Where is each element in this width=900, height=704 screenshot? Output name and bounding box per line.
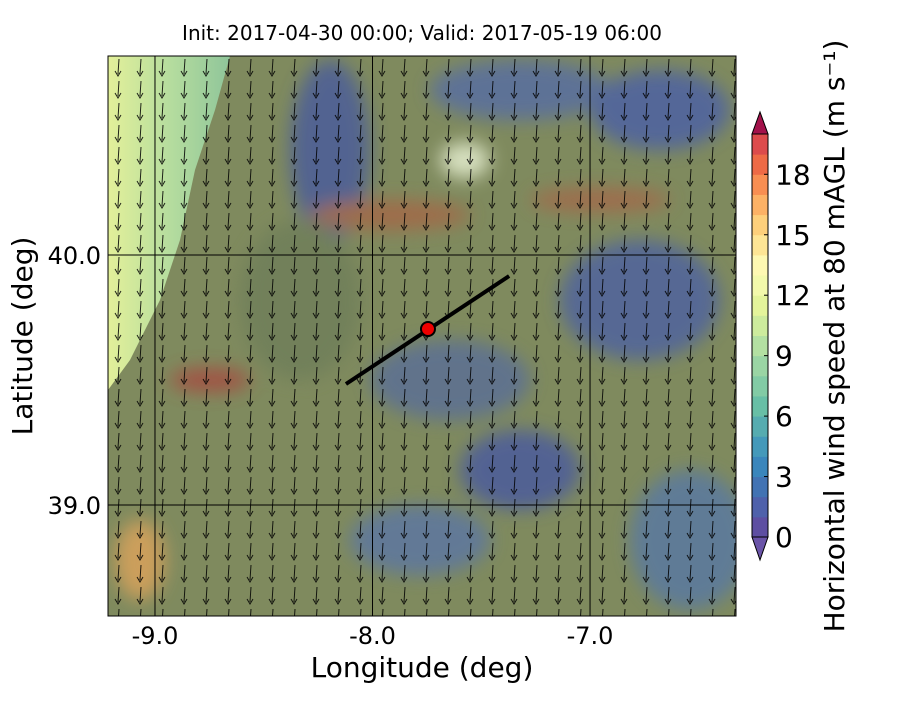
colorbar-tick-label: 3 <box>775 461 793 494</box>
colorbar-band <box>752 456 768 478</box>
colorbar-band <box>752 194 768 216</box>
y-tick-label: 40.0 <box>48 242 101 270</box>
map-title: Init: 2017-04-30 00:00; Valid: 2017-05-1… <box>182 21 662 45</box>
colorbar-band <box>752 516 768 538</box>
colorbar-tick-label: 12 <box>775 279 811 312</box>
colorbar-tick-label: 0 <box>775 521 793 554</box>
colorbar-band <box>752 436 768 457</box>
colorbar-band <box>752 315 768 336</box>
colorbar-band <box>752 295 768 316</box>
y-axis-label: Latitude (deg) <box>6 237 39 436</box>
colorbar-band <box>752 476 768 498</box>
colorbar-band <box>752 254 768 276</box>
map-frame <box>107 55 737 617</box>
colorbar-band <box>752 375 768 397</box>
colorbar-extend-low <box>751 536 769 562</box>
y-tick-label: 39.0 <box>48 492 101 520</box>
colorbar-band <box>752 154 768 175</box>
x-tick-label: -7.0 <box>567 622 614 650</box>
colorbar-band <box>752 214 768 236</box>
colorbar-band <box>752 355 768 377</box>
colorbar-band <box>752 416 768 437</box>
colorbar-band <box>752 395 768 417</box>
colorbar-frame <box>751 133 769 538</box>
colorbar-band <box>752 496 768 518</box>
x-tick-label: -8.0 <box>349 622 396 650</box>
site-marker <box>419 321 436 337</box>
x-tick-label: -9.0 <box>132 622 179 650</box>
colorbar-tick-label: 18 <box>775 158 811 191</box>
colorbar-band <box>752 335 768 357</box>
colorbar-band <box>752 134 768 155</box>
colorbar-tick-label: 6 <box>775 400 793 433</box>
colorbar-band <box>752 275 768 296</box>
x-axis-label: Longitude (deg) <box>311 651 534 684</box>
colorbar-band <box>752 174 768 195</box>
colorbar-tick-label: 9 <box>775 340 793 373</box>
colorbar-extend-high <box>751 110 769 135</box>
colorbar-tick-label: 15 <box>775 219 811 252</box>
colorbar-label: Horizontal wind speed at 80 mAGL (m s⁻¹) <box>818 40 851 633</box>
colorbar-band <box>752 234 768 256</box>
